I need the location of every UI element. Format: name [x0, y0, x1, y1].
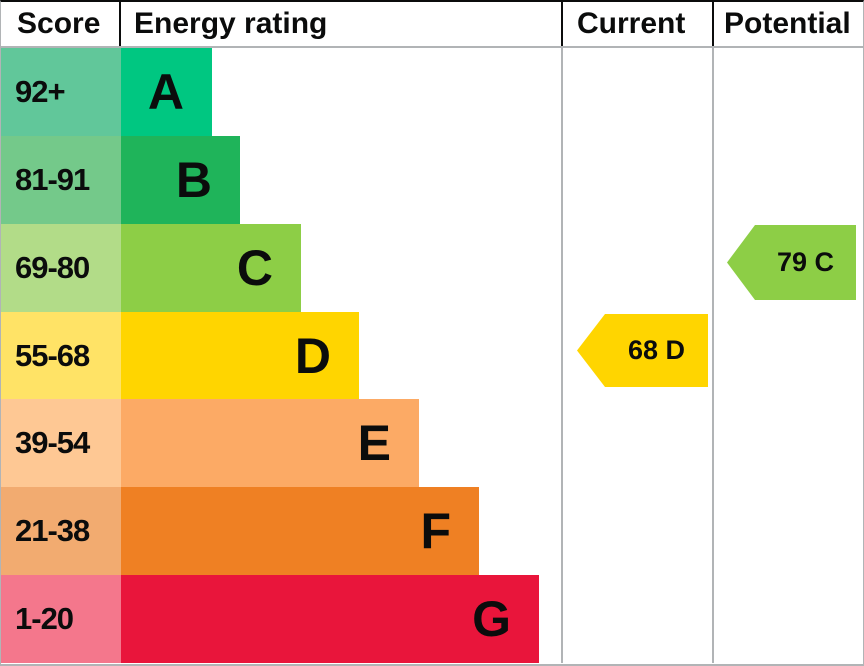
- score-range-e-label: 39-54: [15, 425, 90, 461]
- header-potential: Potential: [714, 2, 863, 46]
- band-bar-f: F: [121, 487, 479, 576]
- score-range-g-label: 1-20: [15, 601, 74, 637]
- band-row-b: 81-91 B: [1, 135, 863, 224]
- score-range-e: 39-54: [1, 399, 121, 488]
- band-letter-c: C: [236, 239, 273, 296]
- current-column-divider: [561, 48, 563, 663]
- header-score-label: Score: [17, 7, 101, 40]
- score-range-c-label: 69-80: [15, 249, 90, 285]
- band-letter-b: B: [175, 151, 212, 208]
- band-bar-a: A: [121, 48, 212, 136]
- header-current: Current: [563, 2, 714, 46]
- score-range-d: 55-68: [1, 311, 121, 400]
- score-range-f: 21-38: [1, 487, 121, 576]
- band-row-e: 39-54 E: [1, 399, 863, 488]
- score-range-c: 69-80: [1, 223, 121, 312]
- band-bar-b: B: [121, 135, 240, 224]
- header-score: Score: [1, 2, 121, 46]
- score-range-b-label: 81-91: [15, 161, 90, 197]
- band-row-d: 55-68 D: [1, 311, 863, 400]
- band-bar-d: D: [121, 311, 359, 400]
- potential-column-divider: [712, 48, 714, 663]
- band-row-g: 1-20 G: [1, 575, 863, 664]
- current-arrow: 68 D: [577, 314, 708, 387]
- chart-header: Score Energy rating Current Potential: [1, 2, 863, 48]
- header-energy-rating-label: Energy rating: [134, 7, 328, 40]
- header-current-label: Current: [577, 7, 686, 40]
- potential-arrow: 79 C: [727, 225, 856, 300]
- band-letter-a: A: [147, 63, 184, 120]
- score-range-a-label: 92+: [15, 73, 66, 109]
- band-letter-e: E: [357, 415, 391, 472]
- potential-arrow-label: 79 C: [776, 247, 835, 277]
- score-range-a: 92+: [1, 48, 121, 136]
- header-energy-rating: Energy rating: [121, 2, 563, 46]
- score-range-d-label: 55-68: [15, 337, 90, 373]
- score-range-b: 81-91: [1, 135, 121, 224]
- score-range-f-label: 21-38: [15, 513, 90, 549]
- band-bar-g: G: [121, 575, 539, 664]
- score-range-g: 1-20: [1, 575, 121, 664]
- header-potential-label: Potential: [724, 7, 851, 40]
- band-letter-g: G: [472, 591, 511, 648]
- band-row-f: 21-38 F: [1, 487, 863, 576]
- chart-body: 92+ A 81-91 B 69-80 C 55-68 D 39-54 E 21…: [1, 48, 863, 664]
- band-letter-d: D: [294, 327, 331, 384]
- current-arrow-label: 68 D: [627, 335, 686, 365]
- band-letter-f: F: [420, 503, 451, 560]
- band-row-a: 92+ A: [1, 48, 863, 136]
- band-bar-e: E: [121, 399, 419, 488]
- band-bar-c: C: [121, 223, 301, 312]
- band-row-c: 69-80 C: [1, 223, 863, 312]
